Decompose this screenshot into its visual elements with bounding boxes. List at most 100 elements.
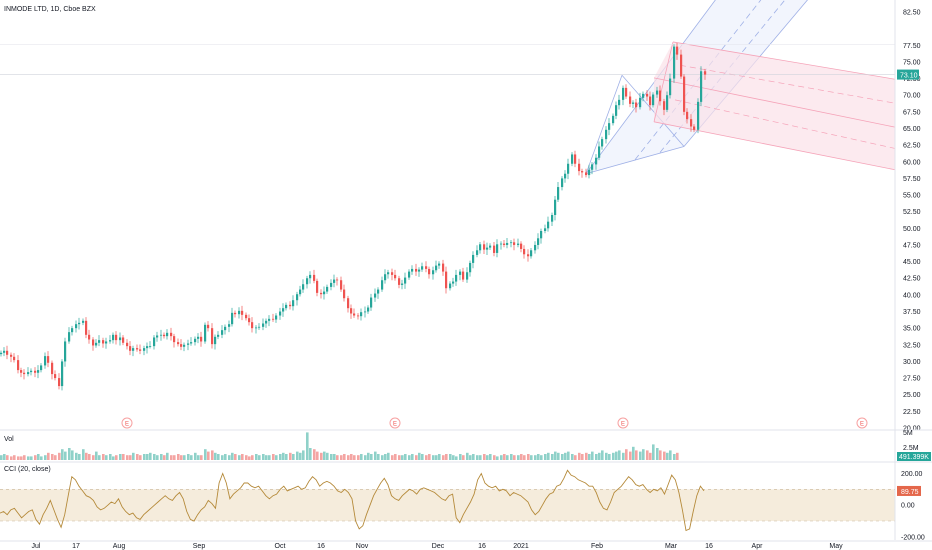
volume-bar [581, 454, 584, 460]
pitchfork-drawing[interactable] [585, 0, 896, 175]
last-price-label: 73.10 [900, 73, 918, 80]
price-tick-label: 42.50 [903, 276, 921, 283]
candle-body [398, 278, 401, 285]
volume-label: Vol [4, 436, 14, 443]
candle-body [119, 337, 122, 341]
volume-bar [258, 455, 261, 460]
volume-bar [374, 451, 377, 460]
volume-bar [251, 455, 254, 460]
candle-body [156, 335, 159, 338]
volume-bar [95, 451, 98, 460]
candle-body [530, 250, 533, 257]
candle-body [88, 334, 91, 340]
volume-bar [442, 455, 445, 460]
candle-body [421, 266, 424, 270]
candle-body [336, 279, 339, 281]
candle-body [211, 328, 214, 345]
candle-body [340, 280, 343, 290]
earnings-icon[interactable] [617, 417, 629, 429]
volume-bar [37, 454, 40, 460]
candle-body [659, 90, 662, 102]
candle-body [537, 238, 540, 245]
candle-body [629, 96, 632, 104]
candle-body [320, 292, 323, 295]
volume-bar [540, 455, 543, 460]
candle-body [656, 90, 659, 95]
volume-bar [115, 455, 118, 460]
volume-bar [61, 449, 64, 460]
candle-body [194, 338, 197, 343]
volume-bar [394, 454, 397, 460]
volume-bar [279, 454, 282, 460]
candle-body [646, 93, 649, 97]
volume-bar [595, 454, 598, 460]
candle-body [523, 248, 526, 255]
candle-body [275, 315, 278, 320]
volume-bar [20, 456, 23, 460]
candle-body [173, 336, 176, 343]
candle-body [115, 334, 118, 341]
candle-body [618, 99, 621, 106]
candle-body [71, 328, 74, 333]
candle-body [466, 272, 469, 280]
volume-bar [224, 454, 227, 460]
earnings-icon[interactable] [389, 417, 401, 429]
volume-bar [466, 452, 469, 460]
candle-body [302, 284, 305, 290]
candle-body [112, 334, 115, 341]
candle-body [455, 274, 458, 282]
time-tick-label: Nov [356, 543, 369, 550]
volume-bar [663, 451, 666, 460]
candle-body [690, 119, 693, 127]
volume-bar [336, 455, 339, 460]
volume-bar [285, 454, 288, 460]
volume-bar [85, 452, 88, 460]
volume-bar [387, 452, 390, 460]
volume-bar [333, 454, 336, 460]
volume-bar [23, 455, 26, 460]
pitchfork-handle-b [621, 74, 685, 147]
earnings-icon[interactable] [856, 417, 868, 429]
volume-bar [102, 454, 105, 460]
volume-bar [486, 455, 489, 460]
candle-body [391, 272, 394, 275]
price-tick-label: 40.00 [903, 292, 921, 299]
volume-bar [255, 454, 258, 460]
volume-bar [370, 454, 373, 460]
earnings-icon[interactable] [121, 417, 133, 429]
candle-body [323, 291, 326, 295]
candle-body [635, 102, 638, 108]
cci-tick-label: 200.00 [901, 471, 923, 478]
volume-bar [170, 455, 173, 460]
volume-bar [119, 454, 122, 460]
volume-bar [248, 456, 251, 460]
candle-body [40, 365, 43, 371]
volume-bar [343, 454, 346, 460]
volume-bar [88, 454, 91, 460]
candle-body [58, 378, 61, 387]
volume-bar [649, 452, 652, 460]
volume-last-badge [897, 452, 931, 461]
candle-body [547, 221, 550, 229]
candle-body [418, 269, 421, 272]
volume-bar [445, 454, 448, 460]
candle-body [255, 327, 258, 329]
candle-body [153, 337, 156, 347]
volume-bar [534, 455, 537, 460]
candle-body [700, 71, 703, 102]
channel-dash-2 [674, 99, 896, 149]
pitchfork-base [585, 146, 685, 175]
volume-bar [320, 452, 323, 460]
candle-body [13, 356, 16, 361]
cci-tick-label: -200.00 [901, 534, 925, 541]
volume-bar [381, 455, 384, 460]
candle-body [292, 300, 295, 307]
time-tick-label: Jul [32, 543, 41, 550]
candle-body [245, 314, 248, 319]
volume-bar [268, 455, 271, 460]
volume-bar [75, 452, 78, 460]
price-tick-label: 52.50 [903, 209, 921, 216]
volume-bar [625, 449, 628, 460]
pitchfork-handle-a [585, 75, 623, 174]
